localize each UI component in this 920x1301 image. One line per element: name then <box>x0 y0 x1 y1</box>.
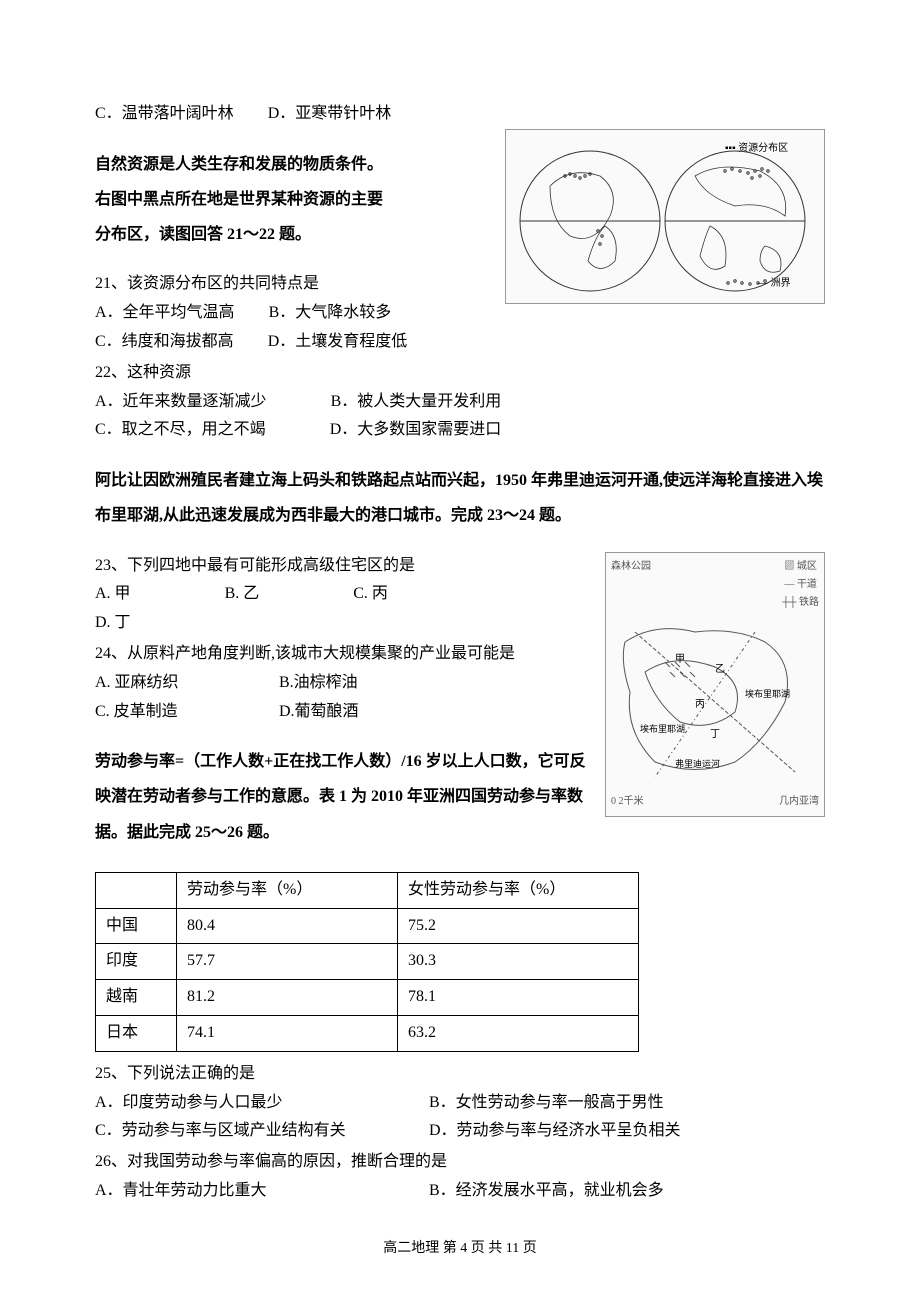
q22-stem: 22、这种资源 <box>95 359 825 388</box>
svg-text:甲: 甲 <box>675 654 685 665</box>
world-resource-map: ▪▪▪ 资源分布区 — 洲界 <box>505 129 825 304</box>
passage-2: 阿比让因欧洲殖民者建立海上码头和铁路起点站而兴起，1950 年弗里迪运河开通,使… <box>95 463 825 533</box>
abidjan-city-map: 森林公园 ▨ 城区 — 干道 ┼┼ 铁路 甲 乙 丙 丁 埃布里耶湖 埃布里耶湖… <box>605 552 825 817</box>
cell-country: 日本 <box>96 1016 177 1052</box>
q21-d: D．土壤发育程度低 <box>268 328 408 357</box>
q22-c: C．取之不尽，用之不竭 <box>95 416 266 445</box>
labor-participation-table: 劳动参与率（%） 女性劳动参与率（%） 中国 80.4 75.2 印度 57.7… <box>95 872 639 1052</box>
q25-stem: 25、下列说法正确的是 <box>95 1060 825 1089</box>
cell-rate: 57.7 <box>177 944 398 980</box>
map-legend-boundary: — 洲界 <box>757 277 791 289</box>
legend-channel: — 干道 <box>784 579 817 590</box>
city-map-svg: 甲 乙 丙 丁 埃布里耶湖 埃布里耶湖 弗里迪运河 <box>615 612 815 792</box>
q21-c: C．纬度和海拔都高 <box>95 328 234 357</box>
question-26: 26、对我国劳动参与率偏高的原因，推断合理的是 A．青壮年劳动力比重大 B．经济… <box>95 1148 825 1206</box>
svg-text:丙: 丙 <box>695 699 705 710</box>
q26-a: A．青壮年劳动力比重大 <box>95 1177 395 1206</box>
q21-a: A．全年平均气温高 <box>95 299 235 328</box>
q24-d: D.葡萄酿酒 <box>279 698 359 727</box>
question-22: 22、这种资源 A．近年来数量逐渐减少 B．被人类大量开发利用 C．取之不尽，用… <box>95 359 825 445</box>
option-c: C．温带落叶阔叶林 <box>95 100 234 129</box>
page-footer: 高二地理 第 4 页 共 11 页 <box>95 1236 825 1261</box>
table-header-row: 劳动参与率（%） 女性劳动参与率（%） <box>96 872 639 908</box>
q26-b: B．经济发展水平高，就业机会多 <box>429 1177 664 1206</box>
map-legend-resource: ▪▪▪ 资源分布区 <box>725 141 788 154</box>
cell-rate: 81.2 <box>177 980 398 1016</box>
q22-d: D．大多数国家需要进口 <box>330 416 502 445</box>
q25-c: C．劳动参与率与区域产业结构有关 <box>95 1117 395 1146</box>
city-map-legend: 森林公园 ▨ 城区 — 干道 ┼┼ 铁路 <box>611 558 819 612</box>
svg-text:埃布里耶湖: 埃布里耶湖 <box>745 688 790 699</box>
cell-female: 78.1 <box>398 980 639 1016</box>
q24-c: C. 皮革制造 <box>95 698 245 727</box>
cell-female: 63.2 <box>398 1016 639 1052</box>
option-d: D．亚寒带针叶林 <box>268 100 392 129</box>
svg-text:弗里迪运河: 弗里迪运河 <box>675 758 720 769</box>
table-row: 越南 81.2 78.1 <box>96 980 639 1016</box>
q25-b: B．女性劳动参与率一般高于男性 <box>429 1089 664 1118</box>
svg-text:乙: 乙 <box>715 663 725 675</box>
map-scale: 0 2千米 <box>611 793 644 811</box>
q22-a: A．近年来数量逐渐减少 <box>95 388 267 417</box>
q23-b: B. 乙 <box>225 580 260 609</box>
table-row: 中国 80.4 75.2 <box>96 908 639 944</box>
cell-female: 30.3 <box>398 944 639 980</box>
world-map-svg: ▪▪▪ 资源分布区 — 洲界 <box>510 136 820 296</box>
cell-country: 越南 <box>96 980 177 1016</box>
table-row: 日本 74.1 63.2 <box>96 1016 639 1052</box>
svg-text:丁: 丁 <box>710 729 720 740</box>
svg-text:埃布里耶湖: 埃布里耶湖 <box>640 723 685 734</box>
cell-female: 75.2 <box>398 908 639 944</box>
map-label-gulf: 几内亚湾 <box>779 793 819 811</box>
q23-c: C. 丙 <box>353 580 388 609</box>
q25-d: D．劳动参与率与经济水平呈负相关 <box>429 1117 681 1146</box>
table-header-blank <box>96 872 177 908</box>
cell-country: 印度 <box>96 944 177 980</box>
q24-b: B.油棕榨油 <box>279 669 358 698</box>
q25-a: A．印度劳动参与人口最少 <box>95 1089 395 1118</box>
legend-rail: ┼┼ 铁路 <box>782 597 819 608</box>
q23-d: D. 丁 <box>95 609 131 638</box>
q23-a: A. 甲 <box>95 580 131 609</box>
cell-rate: 80.4 <box>177 908 398 944</box>
city-map-body: 甲 乙 丙 丁 埃布里耶湖 埃布里耶湖 弗里迪运河 <box>611 612 819 793</box>
map-label-forest: 森林公园 <box>611 558 651 612</box>
q24-a: A. 亚麻纺织 <box>95 669 245 698</box>
cell-country: 中国 <box>96 908 177 944</box>
q21-b: B．大气降水较多 <box>269 299 392 328</box>
cell-rate: 74.1 <box>177 1016 398 1052</box>
table-row: 印度 57.7 30.3 <box>96 944 639 980</box>
top-option-row: C．温带落叶阔叶林 D．亚寒带针叶林 <box>95 100 825 129</box>
legend-urban: ▨ 城区 <box>784 561 817 572</box>
table-header-rate: 劳动参与率（%） <box>177 872 398 908</box>
q22-b: B．被人类大量开发利用 <box>331 388 502 417</box>
q26-stem: 26、对我国劳动参与率偏高的原因，推断合理的是 <box>95 1148 825 1177</box>
question-25: 25、下列说法正确的是 A．印度劳动参与人口最少 B．女性劳动参与率一般高于男性… <box>95 1060 825 1146</box>
table-header-female-rate: 女性劳动参与率（%） <box>398 872 639 908</box>
